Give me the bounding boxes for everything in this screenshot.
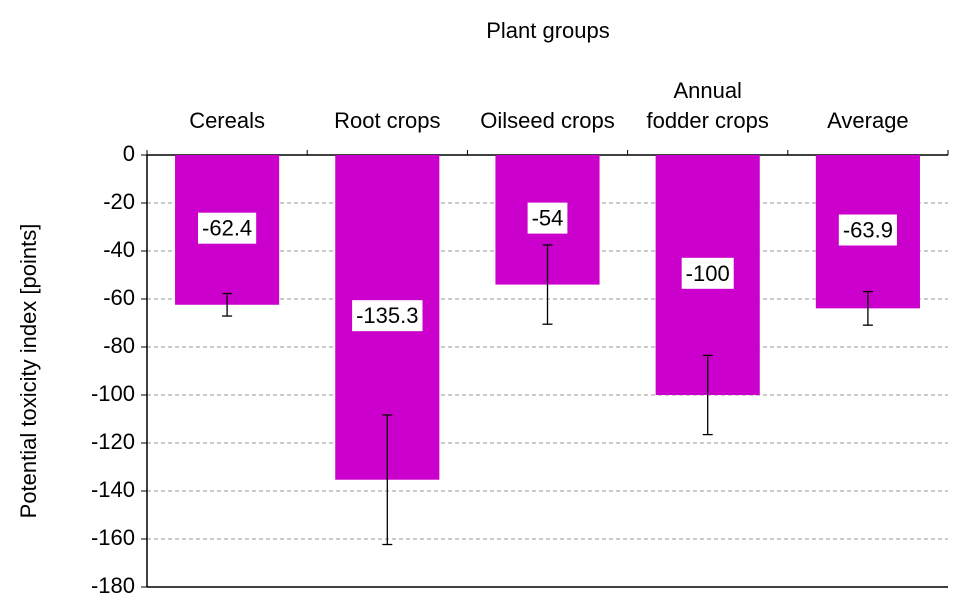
value-label-box [352,300,423,332]
value-label: -54 [532,206,564,231]
y-tick-label: -160 [91,525,135,550]
y-tick-label: -60 [103,285,135,310]
y-tick-label: -100 [91,381,135,406]
y-axis-title: Potential toxicity index [points] [16,224,41,519]
value-label-box [681,257,734,289]
x-tick-label-line: Annual [673,78,742,103]
value-label-box [198,212,257,244]
x-axis-title: Plant groups [486,18,610,43]
y-tick-label: -120 [91,429,135,454]
value-label: -62.4 [202,216,252,241]
x-tick-label: Average [827,108,909,133]
x-tick-label: Oilseed crops [480,108,615,133]
y-tick-label: -20 [103,189,135,214]
value-label: -63.9 [843,217,893,242]
y-tick-label: -40 [103,237,135,262]
value-label: -100 [686,261,730,286]
value-label: -135.3 [356,303,418,328]
y-tick-label: -140 [91,477,135,502]
value-label-box [838,214,897,246]
x-tick-label: Root crops [334,108,440,133]
y-tick-label: 0 [123,141,135,166]
x-tick-label: Cereals [189,108,265,133]
value-label-box [527,202,568,234]
y-tick-label: -180 [91,573,135,593]
x-tick-label-line: fodder crops [647,108,769,133]
y-tick-label: -80 [103,333,135,358]
x-tick-label: Annual fodder crops [647,78,769,133]
